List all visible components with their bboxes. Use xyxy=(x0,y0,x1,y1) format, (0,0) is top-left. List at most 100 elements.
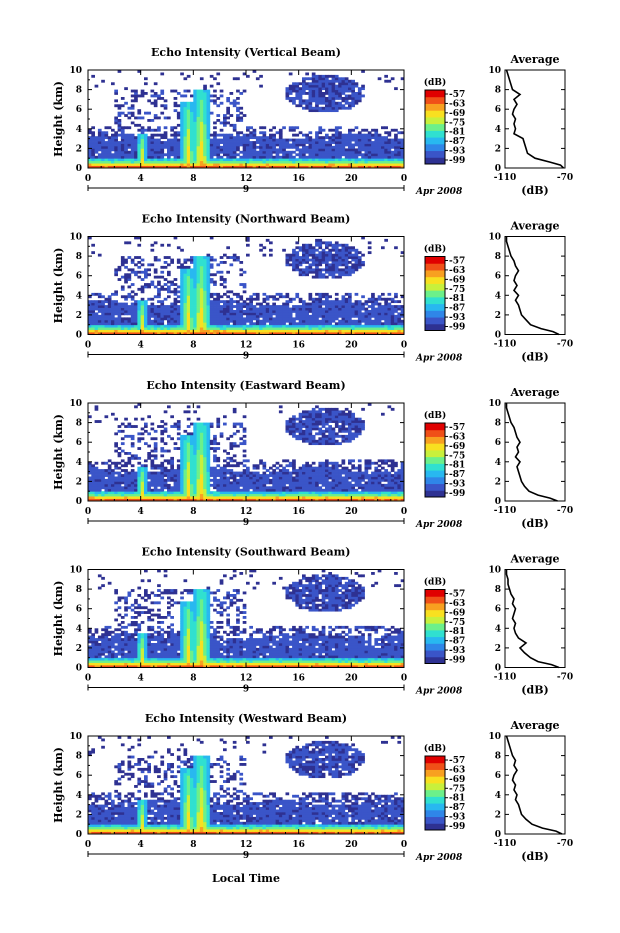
heatmap-cell xyxy=(335,141,339,144)
heatmap-cell xyxy=(160,266,164,269)
heatmap-cell xyxy=(105,481,109,484)
heatmap-cell xyxy=(197,266,201,269)
heatmap-cell xyxy=(325,330,329,333)
heatmap-cell xyxy=(223,114,227,117)
heatmap-cell xyxy=(128,268,132,271)
heatmap-cell xyxy=(128,423,132,426)
heatmap-cell xyxy=(197,97,201,100)
heatmap-cell xyxy=(282,322,286,325)
heatmap-cell xyxy=(108,330,112,333)
heatmap-cell xyxy=(207,435,211,438)
avg-y-tick-label: 2 xyxy=(495,311,501,321)
heatmap-cell xyxy=(170,308,174,311)
heatmap-cell xyxy=(197,450,201,453)
heatmap-cell xyxy=(236,315,240,318)
heatmap-cell xyxy=(236,119,240,122)
heatmap-cell xyxy=(351,148,355,151)
heatmap-cell xyxy=(203,440,207,443)
heatmap-cell xyxy=(312,80,316,83)
heatmap-cell xyxy=(114,136,118,139)
heatmap-cell xyxy=(200,156,204,159)
heatmap-cell xyxy=(351,144,355,147)
heatmap-cell xyxy=(384,75,388,78)
heatmap-cell xyxy=(309,303,313,306)
heatmap-cell xyxy=(365,148,369,151)
heatmap-cell xyxy=(315,305,319,308)
heatmap-cell xyxy=(147,99,151,102)
heatmap-cell xyxy=(111,322,115,325)
heatmap-cell xyxy=(167,315,171,318)
heatmap-cell xyxy=(187,266,191,269)
heatmap-cell xyxy=(318,131,322,134)
heatmap-cell xyxy=(345,134,349,137)
heatmap-cell xyxy=(325,266,329,269)
heatmap-cell xyxy=(223,305,227,308)
heatmap-cell xyxy=(144,141,148,144)
heatmap-cell xyxy=(282,156,286,159)
heatmap-cell xyxy=(295,241,299,244)
heatmap-cell xyxy=(157,464,161,467)
heatmap-cell xyxy=(88,477,92,480)
heatmap-cell xyxy=(167,141,171,144)
heatmap-cell xyxy=(315,156,319,159)
heatmap-cell xyxy=(223,254,227,257)
heatmap-cell xyxy=(98,141,102,144)
heatmap-cell xyxy=(210,161,214,164)
heatmap-cell xyxy=(305,249,309,252)
heatmap-cell xyxy=(193,305,197,308)
heatmap-cell xyxy=(118,452,122,455)
heatmap-cell xyxy=(137,109,141,112)
heatmap-cell xyxy=(230,263,234,266)
heatmap-cell xyxy=(263,148,267,151)
heatmap-cell xyxy=(361,295,365,298)
heatmap-cell xyxy=(114,322,118,325)
heatmap-cell xyxy=(160,462,164,465)
heatmap-cell xyxy=(157,290,161,293)
heatmap-cell xyxy=(335,80,339,83)
heatmap-cell xyxy=(128,452,132,455)
heatmap-cell xyxy=(114,481,118,484)
heatmap-cell xyxy=(88,161,92,164)
heatmap-cell xyxy=(282,303,286,306)
heatmap-cell xyxy=(230,317,234,320)
heatmap-cell xyxy=(322,141,326,144)
heatmap-cell xyxy=(184,489,188,492)
heatmap-cell xyxy=(394,308,398,311)
heatmap-cell xyxy=(239,119,243,122)
date-label: Apr 2008 xyxy=(415,354,463,364)
heatmap-cell xyxy=(318,75,322,78)
heatmap-cell xyxy=(309,82,313,85)
heatmap-cell xyxy=(144,156,148,159)
heatmap-cell xyxy=(233,300,237,303)
heatmap-cell xyxy=(381,322,385,325)
avg-frame xyxy=(505,70,565,168)
heatmap-cell xyxy=(351,308,355,311)
heatmap-cell xyxy=(193,273,197,276)
heatmap-cell xyxy=(154,99,158,102)
heatmap-cell xyxy=(187,459,191,462)
heatmap-cell xyxy=(328,266,332,269)
heatmap-cell xyxy=(348,266,352,269)
heatmap-cell xyxy=(328,305,332,308)
heatmap-cell xyxy=(170,139,174,142)
heatmap-cell xyxy=(187,457,191,460)
heatmap-cell xyxy=(118,134,122,137)
heatmap-cell xyxy=(361,261,365,264)
heatmap-cell xyxy=(141,330,145,333)
heatmap-cell xyxy=(348,298,352,301)
heatmap-cell xyxy=(207,298,211,301)
heatmap-cell xyxy=(210,330,214,333)
heatmap-cell xyxy=(187,112,191,115)
heatmap-cell xyxy=(394,293,398,296)
heatmap-cell xyxy=(269,315,273,318)
heatmap-cell xyxy=(197,472,201,475)
heatmap-cell xyxy=(164,484,168,487)
heatmap-cell xyxy=(361,156,365,159)
heatmap-cell xyxy=(233,310,237,313)
heatmap-cell xyxy=(164,330,168,333)
heatmap-cell xyxy=(378,317,382,320)
heatmap-cell xyxy=(190,131,194,134)
heatmap-cell xyxy=(282,139,286,142)
heatmap-cell xyxy=(95,136,99,139)
heatmap-cell xyxy=(151,320,155,323)
